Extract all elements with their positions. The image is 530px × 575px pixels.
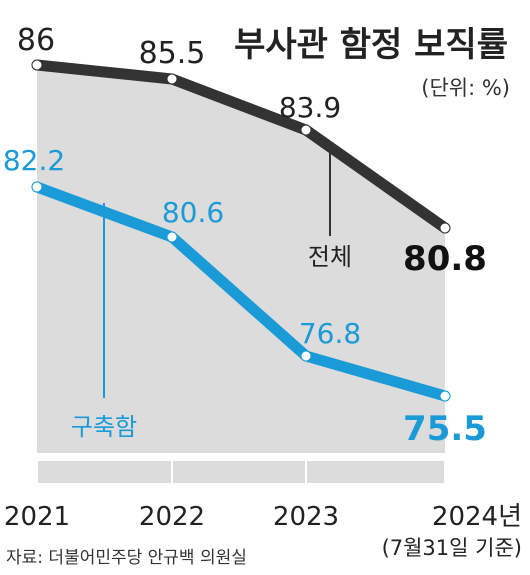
series-label-total: 전체 <box>308 243 352 271</box>
data-point-destroyer-3 <box>300 350 312 362</box>
source-note: 자료: 더불어민주당 안규백 의원실 <box>6 548 247 568</box>
x-tick-label-4: 2024년 <box>432 502 522 532</box>
unit-note: (단위: %) <box>421 76 510 100</box>
series-line-total <box>31 59 451 234</box>
value-label-total-2: 85.5 <box>139 36 206 71</box>
data-point-total-4 <box>439 222 451 234</box>
x-tick-labels: 2021 2022 2023 2024년 <box>4 461 522 532</box>
x-tick-label-1: 2021 <box>4 502 70 532</box>
value-label-destroyer-2: 80.6 <box>162 196 224 229</box>
value-label-total-1: 86 <box>17 23 55 58</box>
chart-title: 부사관 함정 보직률 <box>234 25 508 65</box>
data-point-destroyer-4 <box>439 390 451 402</box>
value-label-destroyer-1: 82.2 <box>3 144 65 177</box>
series-layer <box>31 59 451 402</box>
value-label-destroyer-4: 75.5 <box>403 409 487 449</box>
series-label-destroyer: 구축함 <box>71 413 137 441</box>
value-labels: 86 85.5 83.9 80.8 82.2 80.6 76.8 75.5 <box>3 23 487 449</box>
x-tick-label-2: 2022 <box>139 502 205 532</box>
data-point-total-1 <box>31 59 43 71</box>
data-point-total-3 <box>300 124 312 136</box>
data-point-destroyer-2 <box>166 231 178 243</box>
axis-band <box>37 461 445 483</box>
value-label-total-3: 83.9 <box>279 91 341 124</box>
x-tick-label-3: 2023 <box>273 502 339 532</box>
value-label-destroyer-3: 76.8 <box>299 317 361 350</box>
category-note: (7월31일 기준) <box>382 536 522 560</box>
data-point-total-2 <box>166 73 178 85</box>
data-point-destroyer-1 <box>31 181 43 193</box>
value-label-total-4: 80.8 <box>403 239 487 279</box>
series-line-destroyer <box>31 181 451 402</box>
area-top-mask <box>37 0 445 228</box>
